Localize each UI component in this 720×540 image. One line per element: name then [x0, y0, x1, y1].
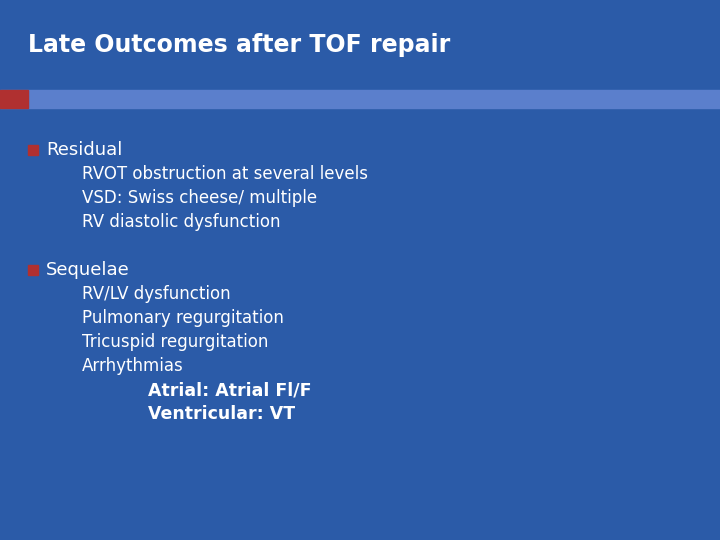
Text: Atrial: Atrial Fl/F: Atrial: Atrial Fl/F — [148, 381, 312, 399]
Text: Pulmonary regurgitation: Pulmonary regurgitation — [82, 309, 284, 327]
Text: Sequelae: Sequelae — [46, 261, 130, 279]
Text: Residual: Residual — [46, 141, 122, 159]
Bar — [0, 0, 720, 90]
Bar — [28, 265, 38, 275]
Text: RVOT obstruction at several levels: RVOT obstruction at several levels — [82, 165, 368, 183]
Text: Arrhythmias: Arrhythmias — [82, 357, 184, 375]
Bar — [0, 90, 28, 108]
Text: VSD: Swiss cheese/ multiple: VSD: Swiss cheese/ multiple — [82, 189, 317, 207]
Text: Late Outcomes after TOF repair: Late Outcomes after TOF repair — [28, 33, 450, 57]
Text: RV/LV dysfunction: RV/LV dysfunction — [82, 285, 230, 303]
Bar — [0, 90, 720, 108]
Text: Tricuspid regurgitation: Tricuspid regurgitation — [82, 333, 269, 351]
Text: RV diastolic dysfunction: RV diastolic dysfunction — [82, 213, 281, 231]
Bar — [28, 145, 38, 155]
Text: Ventricular: VT: Ventricular: VT — [148, 405, 295, 423]
